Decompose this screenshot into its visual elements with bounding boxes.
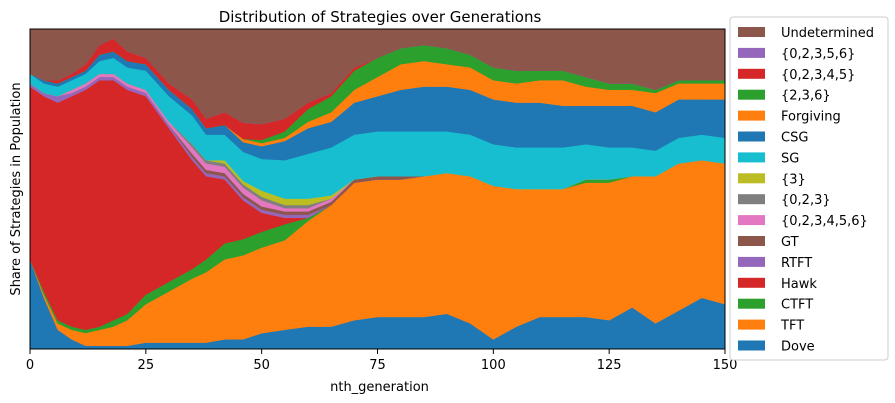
x-tick-label: 100 bbox=[481, 358, 506, 373]
legend-swatch bbox=[738, 319, 765, 330]
legend-label: RTFT bbox=[781, 256, 812, 271]
legend-swatch bbox=[738, 173, 765, 184]
legend-swatch bbox=[738, 47, 765, 58]
legend-swatch bbox=[738, 152, 765, 163]
legend-label: TFT bbox=[780, 319, 804, 334]
legend-swatch bbox=[738, 68, 765, 79]
x-tick-label: 150 bbox=[713, 358, 738, 373]
legend-swatch bbox=[738, 131, 765, 142]
x-tick-label: 125 bbox=[597, 358, 622, 373]
legend-label: CSG bbox=[781, 131, 808, 146]
x-tick-label: 25 bbox=[138, 358, 155, 373]
x-tick-label: 0 bbox=[26, 358, 34, 373]
legend-label: {2,3,6} bbox=[781, 89, 831, 104]
legend-swatch bbox=[738, 27, 765, 37]
legend-label: {0,2,3} bbox=[781, 193, 831, 208]
areas-layer bbox=[29, 28, 726, 350]
legend-swatch bbox=[738, 298, 765, 309]
legend: Undetermined {0,2,3,5,6} {0,2,3,4,5} {2,3,6… bbox=[729, 16, 889, 361]
legend-swatch bbox=[738, 277, 765, 288]
legend-swatch bbox=[738, 89, 765, 100]
legend-label: {3} bbox=[781, 172, 806, 187]
x-tick-label: 75 bbox=[369, 358, 386, 373]
legend-swatch bbox=[738, 110, 765, 121]
chart-title: Distribution of Strategies over Generati… bbox=[219, 8, 542, 26]
legend-label: {0,2,3,4,5,6} bbox=[781, 214, 868, 229]
legend-label: Forgiving bbox=[781, 110, 841, 125]
x-tick-label: 50 bbox=[253, 358, 270, 373]
legend-label: Undetermined bbox=[781, 26, 874, 41]
legend-label: {0,2,3,4,5} bbox=[781, 68, 855, 83]
legend-label: SG bbox=[781, 151, 799, 166]
legend-swatch bbox=[738, 340, 765, 351]
legend-label: CTFT bbox=[781, 298, 813, 313]
legend-swatch bbox=[738, 215, 765, 226]
legend-label: Hawk bbox=[781, 277, 817, 292]
legend-swatch bbox=[738, 236, 765, 246]
x-axis: 0 25 50 75 100 125 150 bbox=[26, 349, 738, 373]
x-axis-title: nth_generation bbox=[330, 380, 429, 395]
legend-frame bbox=[729, 16, 889, 361]
legend-label: {0,2,3,5,6} bbox=[781, 47, 855, 62]
legend-label: Dove bbox=[781, 340, 815, 355]
legend-swatch bbox=[738, 194, 765, 205]
y-axis-title: Share of Strategies in Population bbox=[9, 82, 24, 295]
legend-label: GT bbox=[781, 235, 799, 250]
legend-swatch bbox=[738, 256, 765, 267]
